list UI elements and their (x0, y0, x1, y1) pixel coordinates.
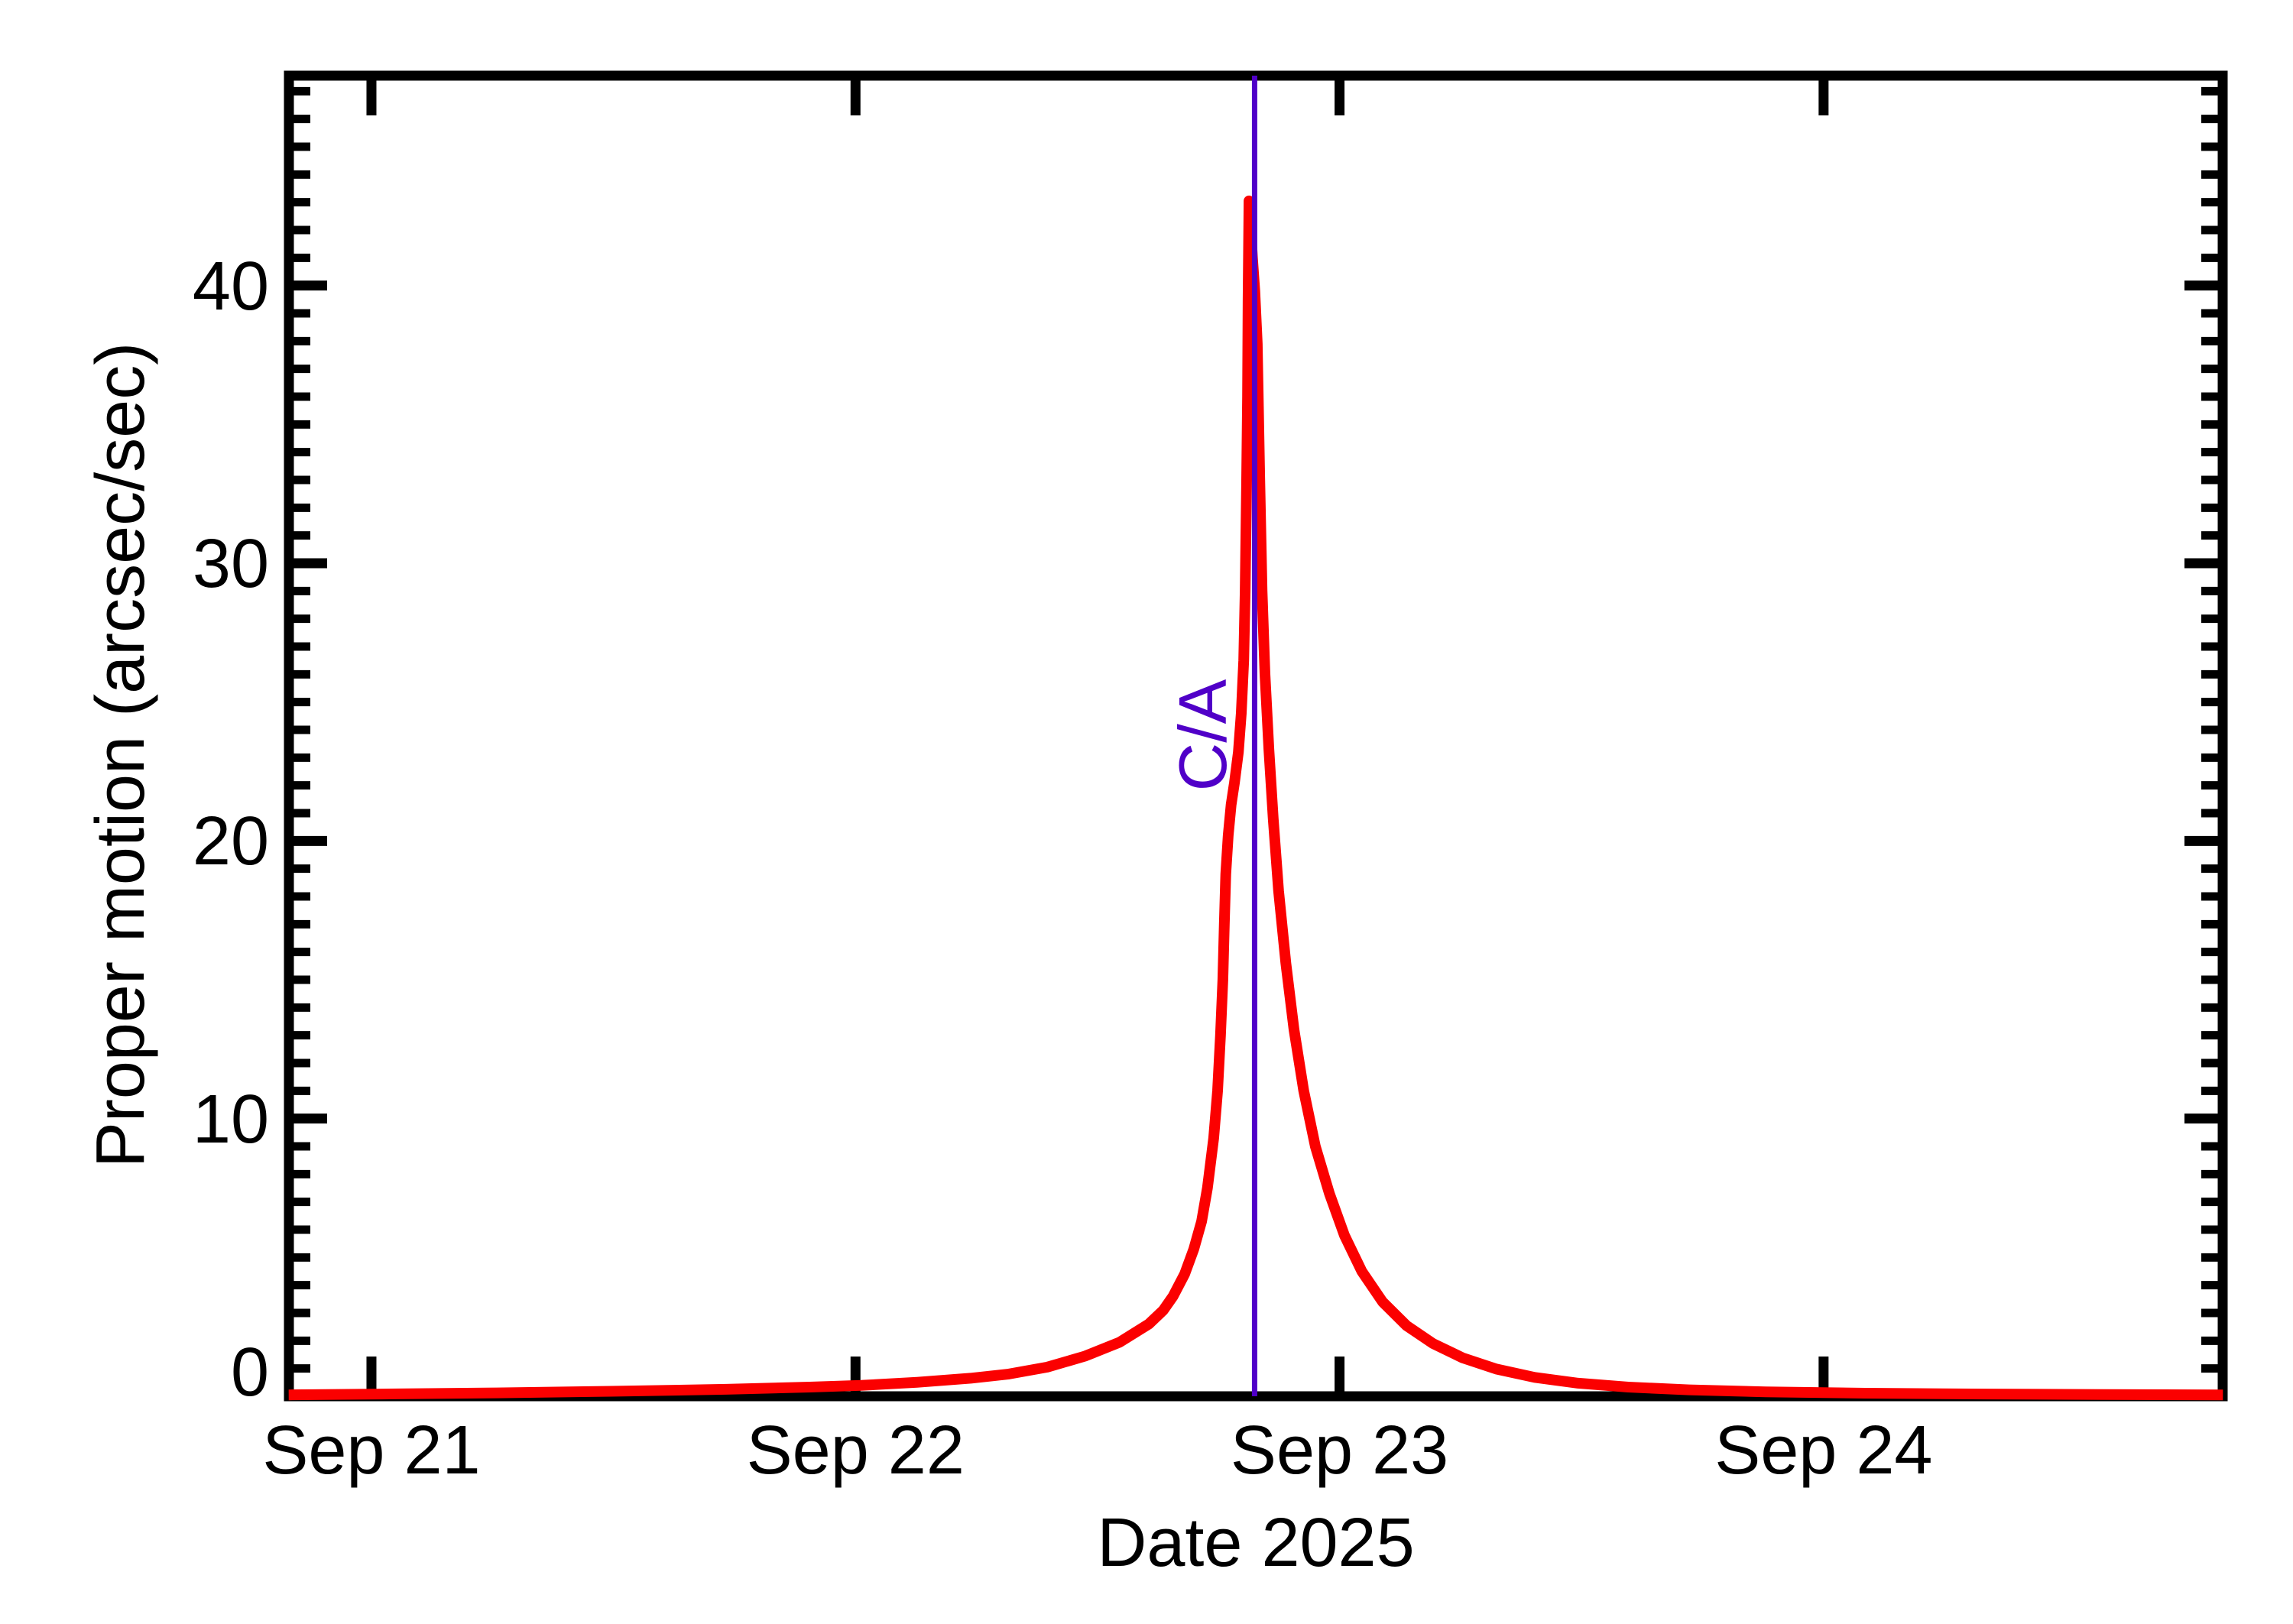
closest-approach-label: C/A (1165, 679, 1241, 791)
proper-motion-curve-path (288, 195, 2223, 1401)
y-tick-label: 0 (231, 1334, 269, 1411)
y-axis-title: Proper motion (arcsec/sec) (83, 342, 159, 1168)
y-tick-label: 20 (193, 803, 269, 880)
x-tick-label: Sep 22 (747, 1412, 965, 1489)
x-tick-label: Sep 23 (1231, 1412, 1448, 1489)
y-tick-label: 30 (193, 526, 269, 602)
x-axis-title: Date 2025 (1097, 1505, 1414, 1581)
y-tick-label: 40 (193, 248, 269, 325)
proper-motion-curve (288, 195, 2223, 1401)
y-tick-label: 10 (193, 1081, 269, 1158)
x-tick-label: Sep 21 (262, 1412, 480, 1489)
x-tick-label: Sep 24 (1714, 1412, 1932, 1489)
tick-labels: Sep 21 Sep 22 Sep 23 Sep 24 0 10 20 30 40 (193, 248, 1933, 1489)
